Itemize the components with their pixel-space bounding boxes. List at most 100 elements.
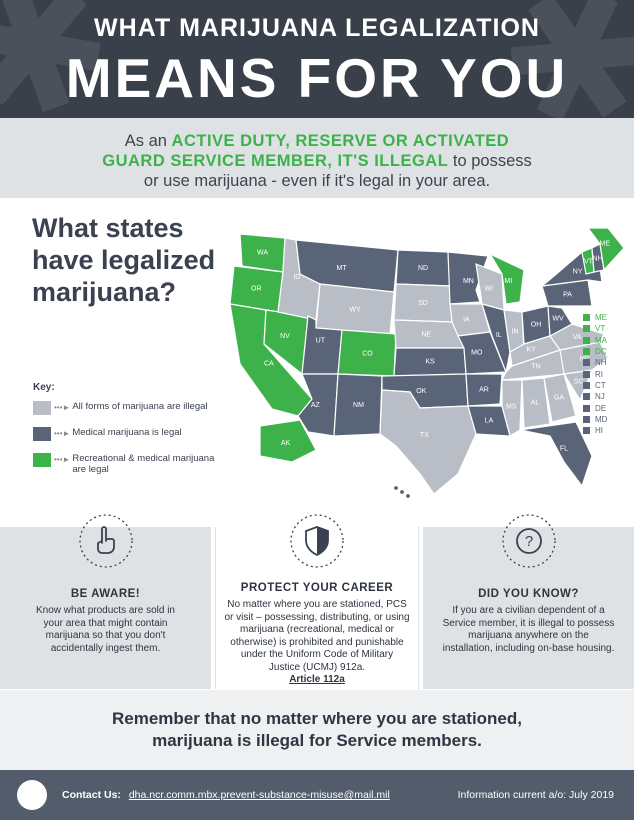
state-label: AR — [479, 387, 489, 394]
key-dots: •••► — [54, 429, 71, 438]
did-you-know-box: ? DID YOU KNOW? If you are a civilian de… — [423, 514, 634, 689]
state-label: IL — [496, 332, 502, 339]
us-legalization-map: WA OR CA NV ID MT WY UT CO AZ NM ND SD NE KS OK TX MN IA MO… — [229, 227, 625, 500]
state-hi — [404, 492, 412, 500]
be-aware-title: BE AWARE! — [70, 588, 141, 600]
state-label: MI — [505, 278, 513, 285]
small-state-item: MD — [583, 414, 607, 425]
state-label: ME — [600, 241, 611, 248]
state-label: TX — [420, 432, 429, 439]
state-label: NV — [280, 333, 290, 340]
header-title-line1: WHAT MARIJUANA LEGALIZATION — [94, 14, 540, 42]
state-label: NE — [422, 332, 432, 339]
state-label: IN — [512, 329, 519, 336]
small-state-code: MA — [595, 335, 607, 345]
key-row-illegal: •••► All forms of marijuana are illegal — [33, 401, 222, 427]
state-label: MS — [506, 403, 517, 410]
reminder-text: Remember that no matter where you are st… — [0, 690, 634, 752]
small-state-code: DE — [595, 403, 607, 413]
state-fl — [519, 421, 593, 488]
small-state-item: ME — [583, 312, 607, 323]
small-state-swatch — [583, 393, 590, 401]
small-state-code: NH — [595, 358, 607, 368]
small-state-code: RI — [595, 369, 603, 379]
key-row-medical: •••► Medical marijuana is legal — [33, 427, 222, 453]
state-label: ID — [293, 274, 300, 281]
intro-pre: As an — [124, 132, 172, 150]
header-title-line2: MEANS FOR YOU — [65, 47, 569, 109]
small-state-item: HI — [583, 425, 607, 436]
key-dots: •••► — [54, 455, 71, 464]
key-swatch-medical — [33, 427, 51, 441]
intro-emphasis-1: ACTIVE DUTY, RESERVE OR ACTIVATED — [171, 132, 510, 150]
dha-seal-logo — [17, 780, 47, 810]
state-label: OK — [416, 388, 426, 395]
key-dots: •••► — [54, 403, 71, 412]
state-label: NH — [592, 256, 602, 263]
question-line2: have legalized — [32, 245, 216, 275]
state-label: CA — [264, 361, 274, 368]
state-label: OH — [531, 322, 542, 329]
state-label: KY — [527, 347, 537, 354]
be-aware-box: BE AWARE! Know what products are sold in… — [0, 514, 211, 689]
state-label: WY — [349, 307, 361, 314]
state-ak — [259, 419, 317, 463]
state-label: GA — [554, 395, 564, 402]
state-label: OR — [251, 286, 262, 293]
state-ga — [543, 373, 577, 423]
protect-career-text: No matter where you are stationed, PCS o… — [224, 599, 410, 687]
state-label: VT — [584, 259, 594, 266]
small-state-code: HI — [595, 426, 603, 436]
small-state-item: NH — [583, 357, 607, 368]
small-state-swatch — [583, 336, 590, 344]
state-label: ND — [418, 265, 428, 272]
did-you-know-text: If you are a civilian dependent of a Ser… — [442, 605, 615, 654]
key-label-illegal: All forms of marijuana are illegal — [72, 401, 208, 412]
key-label-medical: Medical marijuana is legal — [72, 427, 182, 438]
protect-career-title: PROTECT YOUR CAREER — [240, 582, 394, 594]
footer-contact: Contact Us: dha.ncr.comm.mbx.prevent-sub… — [62, 789, 390, 801]
small-state-swatch — [583, 314, 590, 322]
state-label: UT — [316, 337, 326, 344]
state-me — [586, 227, 625, 272]
state-label: NY — [573, 269, 583, 276]
map-question-title: What states have legalized marijuana? — [32, 212, 215, 308]
hand-pointing-icon — [78, 514, 133, 568]
intro-band: As an ACTIVE DUTY, RESERVE OR ACTIVATED … — [0, 118, 634, 198]
question-line1: What states — [32, 213, 184, 243]
small-state-code: NJ — [595, 392, 605, 402]
state-wv — [547, 305, 573, 337]
state-ms — [501, 379, 523, 437]
small-state-swatch — [583, 325, 590, 333]
state-label: WA — [257, 250, 268, 257]
small-state-code: ME — [595, 313, 607, 323]
did-you-know-title: DID YOU KNOW? — [478, 588, 579, 600]
header-banner: ✱ ✱ WHAT MARIJUANA LEGALIZATION MEANS FO… — [0, 0, 634, 118]
state-al — [521, 377, 551, 429]
contact-email-link[interactable]: dha.ncr.comm.mbx.prevent-substance-misus… — [128, 789, 390, 801]
article-112a-link[interactable]: Article 112a — [289, 674, 345, 685]
shield-icon — [290, 514, 344, 568]
small-state-item: DC — [583, 346, 607, 357]
state-hi — [392, 484, 400, 492]
state-label: SD — [418, 300, 428, 307]
small-state-item: CT — [583, 380, 607, 391]
key-swatch-recreational — [33, 453, 51, 467]
small-state-swatch — [583, 359, 590, 367]
key-label-recreational: Recreational & medical marijuana are leg… — [72, 453, 215, 475]
small-state-swatch — [583, 348, 590, 356]
state-mi — [488, 252, 525, 305]
info-current-date: Information current a/o: July 2019 — [457, 789, 614, 801]
state-label: IA — [463, 317, 470, 324]
small-state-code: MD — [595, 414, 608, 424]
map-key: Key: •••► All forms of marijuana are ill… — [33, 382, 222, 479]
small-state-item: VT — [583, 323, 607, 334]
state-label: AL — [531, 400, 540, 407]
state-label: NC — [580, 356, 590, 363]
key-title: Key: — [33, 382, 55, 393]
state-label: FL — [560, 446, 568, 453]
state-hi — [398, 488, 406, 496]
question-line3: marijuana? — [32, 277, 177, 307]
small-state-swatch — [583, 415, 590, 423]
reminder-band: Remember that no matter where you are st… — [0, 690, 634, 770]
